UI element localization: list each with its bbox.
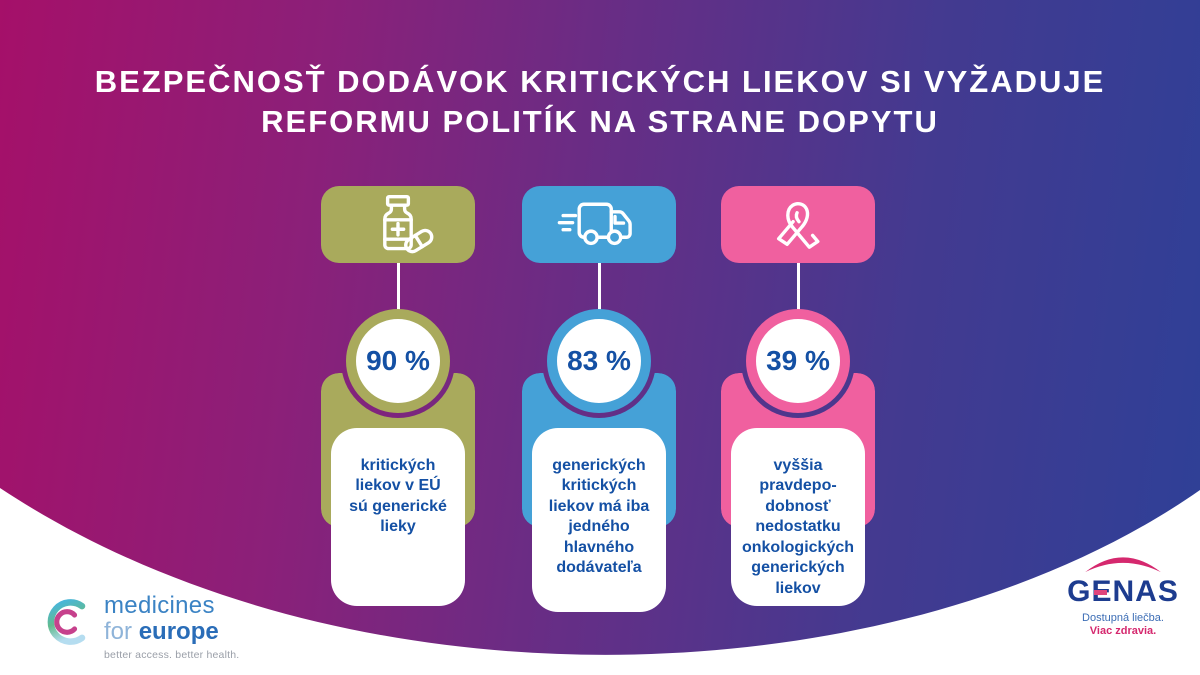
page-title: BEZPEČNOSŤ DODÁVOK KRITICKÝCH LIEKOV SI … <box>0 62 1200 143</box>
mfe-word-medicines: medicines <box>104 592 215 619</box>
awareness-ribbon-icon <box>776 201 820 249</box>
genas-tagline-1: Dostupná liečba. <box>1082 611 1164 624</box>
mfe-word-for: for <box>104 618 133 645</box>
stat-percent: 83 % <box>567 345 631 376</box>
page-title-line2: REFORMU POLITÍK NA STRANE DOPYTU <box>261 104 939 140</box>
stat-column-oncology: 39 % vyššia pravdepo- dobnosť nedostatku… <box>721 186 875 616</box>
medicines-for-europe-wordmark: medicines for europe better access. bett… <box>104 592 240 662</box>
pill-bottle-icon-box <box>321 186 475 263</box>
delivery-truck-icon <box>557 202 632 245</box>
stat-description-card: vyššia pravdepo- dobnosť nedostatku onko… <box>731 428 865 606</box>
stat-column-supply: 83 % generických kritických liekov má ib… <box>522 186 676 616</box>
connector-line <box>396 263 400 310</box>
genas-name-text: GENAS <box>1067 575 1179 608</box>
stat-percent: 39 % <box>766 345 830 376</box>
page-title-line1: BEZPEČNOSŤ DODÁVOK KRITICKÝCH LIEKOV SI … <box>94 64 1106 99</box>
mfe-word-for-europe: for europe <box>104 620 239 644</box>
delivery-truck-icon-box <box>522 186 676 263</box>
mfe-tagline: better access. better health. <box>104 649 240 661</box>
mfe-word-europe: europe <box>138 618 219 645</box>
genas-wordmark: GENAS <box>1067 576 1179 608</box>
medicines-for-europe-icon <box>47 599 86 645</box>
connector-line <box>597 263 601 310</box>
connector-line <box>796 263 800 310</box>
pill-bottle-icon <box>383 194 434 253</box>
genas-e-dash <box>1094 590 1108 595</box>
stat-description-card: kritických liekov v EÚ sú generické liek… <box>331 428 465 606</box>
stat-description-card: generických kritických liekov má iba jed… <box>532 428 666 612</box>
stat-percent: 90 % <box>366 345 430 376</box>
stat-column-generics: 90 % kritických liekov v EÚ sú generické… <box>321 186 475 616</box>
medicines-for-europe-logo: medicines for europe better access. bett… <box>40 594 239 661</box>
genas-arc-icon <box>1085 557 1161 573</box>
awareness-ribbon-icon-box <box>721 186 875 263</box>
genas-logo: GENAS Dostupná liečba. Viac zdravia. <box>1058 550 1188 637</box>
genas-tagline-2: Viac zdravia. <box>1089 624 1157 637</box>
